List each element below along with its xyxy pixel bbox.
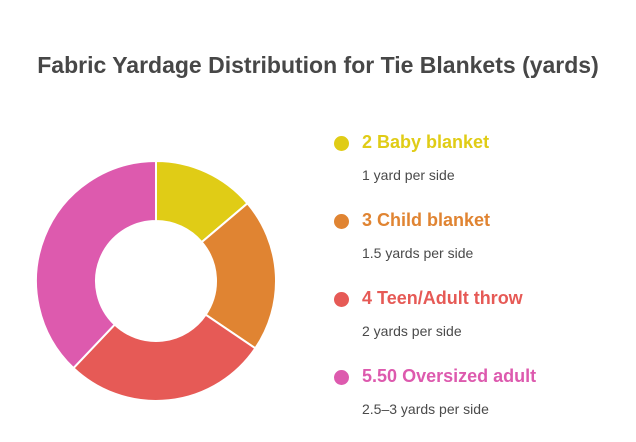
legend-dot-baby-blanket: [334, 136, 349, 151]
legend-category: Teen/Adult throw: [377, 288, 523, 308]
legend-label-oversized-adult: 5.50 Oversized adult: [362, 366, 536, 387]
legend-value: 3: [362, 210, 373, 230]
donut-chart: [35, 159, 277, 402]
legend-dot-teen-adult-throw: [334, 292, 349, 307]
legend-item-child-blanket: 3 Child blanket 1.5 yards per side: [334, 208, 624, 286]
legend-category: Baby blanket: [377, 132, 490, 152]
legend-desc-baby-blanket: 1 yard per side: [362, 167, 455, 183]
legend-dot-child-blanket: [334, 214, 349, 229]
legend-desc-oversized-adult: 2.5–3 yards per side: [362, 401, 489, 417]
legend-value: 4: [362, 288, 373, 308]
legend: 2 Baby blanket 1 yard per side 3 Child b…: [334, 130, 624, 442]
chart-title: Fabric Yardage Distribution for Tie Blan…: [37, 52, 599, 78]
donut-slice-oversized-adult: [35, 159, 157, 370]
legend-item-teen-adult-throw: 4 Teen/Adult throw 2 yards per side: [334, 286, 624, 364]
legend-label-child-blanket: 3 Child blanket: [362, 210, 490, 231]
donut-slice-child-blanket: [200, 201, 277, 350]
legend-category: Oversized adult: [402, 366, 537, 386]
donut-slice-teen-adult-throw: [72, 313, 257, 402]
legend-value: 2: [362, 132, 373, 152]
legend-value: 5.50: [362, 366, 398, 386]
legend-desc-teen-adult-throw: 2 yards per side: [362, 323, 462, 339]
legend-label-baby-blanket: 2 Baby blanket: [362, 132, 489, 153]
legend-item-oversized-adult: 5.50 Oversized adult 2.5–3 yards per sid…: [334, 364, 624, 442]
legend-item-baby-blanket: 2 Baby blanket 1 yard per side: [334, 130, 624, 208]
legend-dot-oversized-adult: [334, 370, 349, 385]
legend-category: Child blanket: [377, 210, 491, 230]
legend-label-teen-adult-throw: 4 Teen/Adult throw: [362, 288, 523, 309]
legend-desc-child-blanket: 1.5 yards per side: [362, 245, 474, 261]
